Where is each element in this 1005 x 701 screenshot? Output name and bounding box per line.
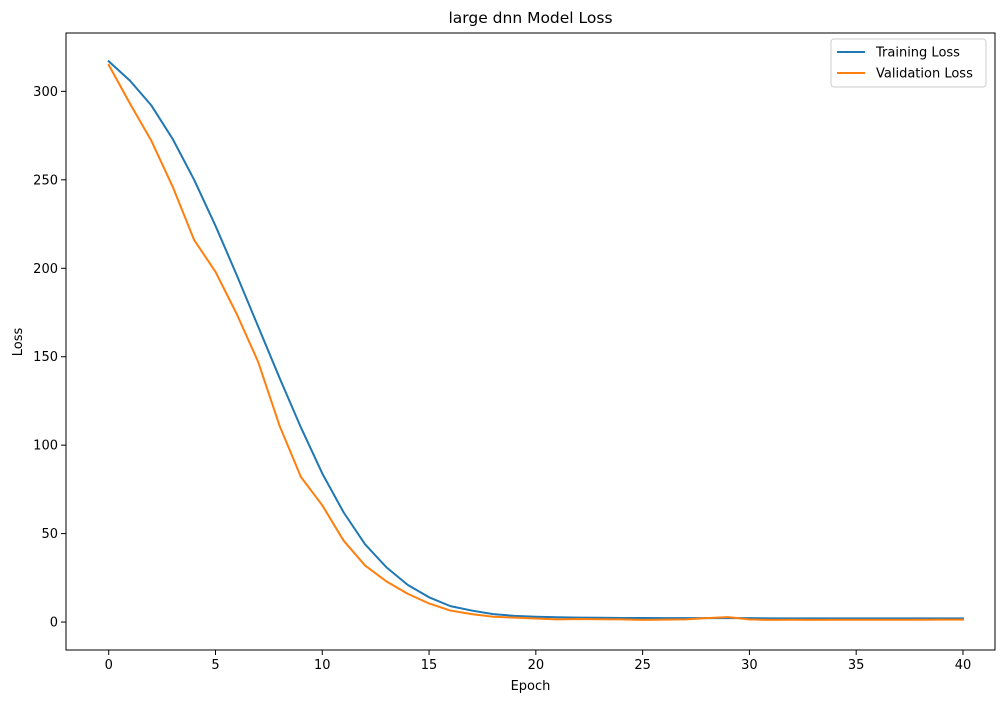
legend-label: Validation Loss xyxy=(876,67,973,82)
x-tick-label: 10 xyxy=(314,658,331,673)
x-tick-label: 30 xyxy=(741,658,758,673)
chart-title: large dnn Model Loss xyxy=(448,9,612,27)
x-tick-label: 5 xyxy=(211,658,219,673)
x-tick-label: 20 xyxy=(528,658,545,673)
x-tick-label: 0 xyxy=(105,658,113,673)
series-line-validation-loss xyxy=(107,63,964,621)
series-line-training-loss xyxy=(107,59,964,620)
x-axis-label: Epoch xyxy=(511,679,551,694)
y-tick-label: 0 xyxy=(50,616,58,631)
y-tick-label: 200 xyxy=(33,262,58,277)
y-tick-label: 150 xyxy=(33,350,58,365)
legend-box xyxy=(830,38,987,88)
legend-label: Training Loss xyxy=(875,46,960,61)
plot-frame xyxy=(65,32,996,651)
y-tick-label: 100 xyxy=(33,439,58,454)
y-tick-label: 250 xyxy=(33,173,58,188)
x-tick-label: 15 xyxy=(421,658,438,673)
x-tick-label: 25 xyxy=(634,658,651,673)
legend: Training Loss Validation Loss xyxy=(830,38,987,88)
x-tick-label: 35 xyxy=(848,658,865,673)
x-tick-label: 40 xyxy=(955,658,972,673)
y-axis-label: Loss xyxy=(11,328,26,357)
y-tick-label: 300 xyxy=(33,85,58,100)
y-tick-label: 50 xyxy=(41,527,58,542)
